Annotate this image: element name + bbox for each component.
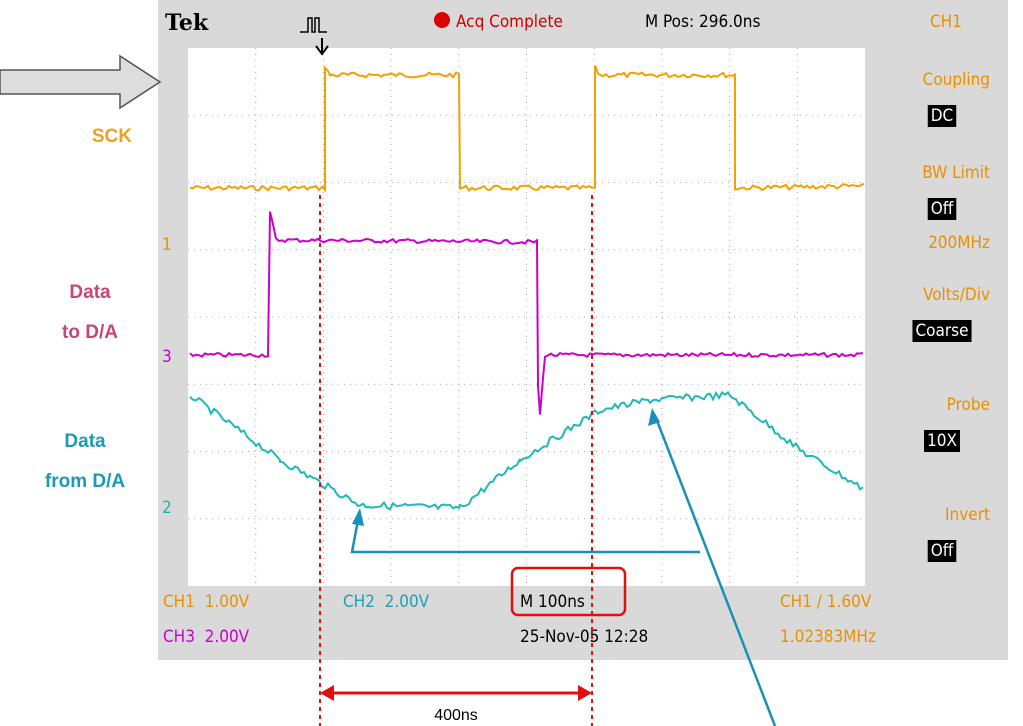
footer-ch1: CH1 1.00V	[163, 592, 250, 612]
footer-ch3: CH3 2.00V	[163, 627, 250, 647]
scope-screen: Tek Acq Complete M Pos: 296.0ns CH1 Coup…	[158, 0, 1008, 660]
footer-freq: 1.02383MHz	[780, 627, 876, 647]
data-to-label: to D/A	[62, 322, 118, 343]
menu-value: Off	[931, 199, 954, 219]
brand: Tek	[165, 10, 209, 36]
plot-area	[188, 48, 865, 586]
data-to-label: Data	[69, 282, 111, 303]
menu-value: DC	[931, 106, 953, 126]
pointer-arrow	[0, 56, 160, 108]
period-label: 400ns	[434, 707, 478, 724]
menu-channel: CH1	[930, 12, 962, 32]
menu-label: Probe	[947, 395, 990, 415]
footer-date: 25-Nov-05 12:28	[520, 627, 648, 647]
ch-marker: 3	[162, 347, 172, 367]
menu-label: Volts/Div	[923, 285, 990, 305]
position: M Pos: 296.0ns	[645, 12, 760, 32]
screenshot: Tek Acq Complete M Pos: 296.0ns CH1 Coup…	[0, 0, 1023, 726]
menu-label: Invert	[945, 505, 990, 525]
data-from-label: Data	[64, 431, 106, 452]
ch-marker: 2	[162, 498, 172, 518]
menu-value: Coarse	[915, 321, 968, 341]
ch-marker: 1	[162, 235, 172, 255]
menu-value: 10X	[927, 431, 957, 451]
run-indicator	[434, 12, 450, 28]
menu-extra: 200MHz	[928, 233, 990, 253]
status: Acq Complete	[456, 12, 563, 32]
footer-timebase: M 100ns	[520, 592, 585, 612]
data-from-label: from D/A	[45, 471, 126, 492]
menu-label: BW Limit	[922, 163, 990, 183]
footer-trigger: CH1 ∕ 1.60V	[780, 592, 872, 612]
menu-value: Off	[931, 541, 954, 561]
menu-label: Coupling	[923, 70, 990, 90]
sck-label: SCK	[92, 126, 132, 147]
footer-ch2: CH2 2.00V	[343, 592, 430, 612]
